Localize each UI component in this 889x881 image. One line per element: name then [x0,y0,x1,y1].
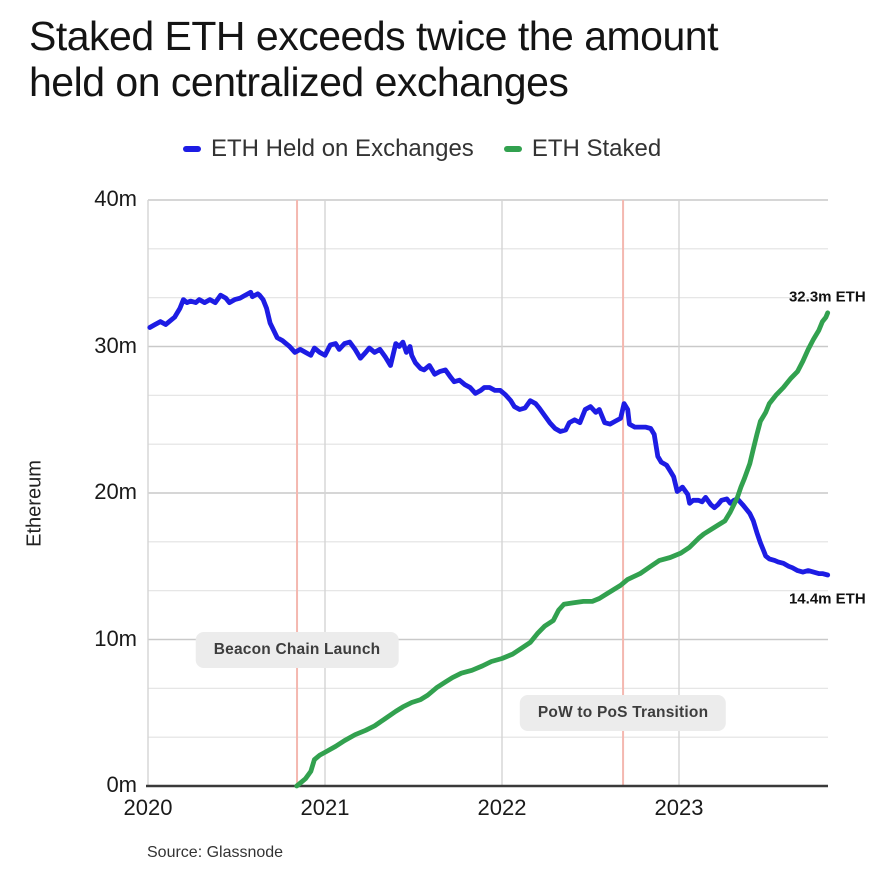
y-tick-20m: 20m [94,479,137,504]
legend-swatch-staked-icon [503,146,522,152]
y-tick-40m: 40m [94,186,137,211]
x-tick-2021: 2021 [300,795,350,820]
series-exchanges-line [147,289,831,578]
y-tick-10m: 10m [94,625,137,651]
legend-item-exchanges: ETH Held on Exchanges [183,135,474,163]
annotation-pow-to-pos-transition: PoW to PoS Transition [519,694,727,731]
source-note: Source: Glassnode [147,844,284,861]
x-tick-2023: 2023 [654,795,704,820]
value-label-exchanges: 14.4m ETH [788,590,866,608]
y-tick-30m: 30m [94,332,137,358]
x-tick-2020: 2020 [123,795,173,820]
value-label-staked: 32.3m ETH [788,288,866,306]
page-title: Staked ETH exceeds twice the amount held… [29,13,718,105]
legend-label-staked: ETH Staked [531,135,662,162]
annotation-beacon-chain-launch: Beacon Chain Launch [195,631,399,668]
legend: ETH Held on Exchanges ETH Staked [183,135,661,163]
x-tick-2022: 2022 [477,795,527,820]
series-staked-line [294,310,831,789]
legend-item-staked: ETH Staked [503,135,662,163]
y-tick-0m: 0m [106,772,137,797]
legend-label-exchanges: ETH Held on Exchanges [211,135,474,162]
legend-swatch-exchanges-icon [183,146,201,152]
